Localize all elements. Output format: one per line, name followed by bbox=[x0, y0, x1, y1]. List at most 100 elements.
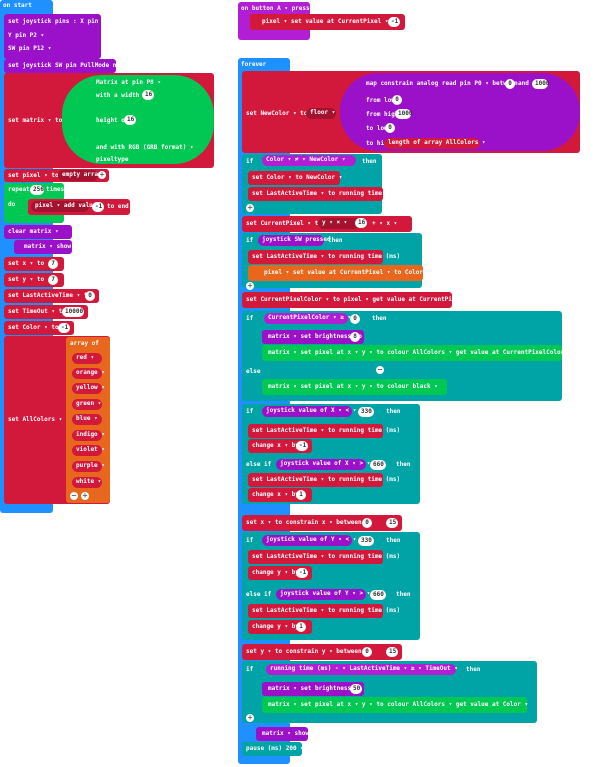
brightness-label-2: matrix ▾ set brightness to bbox=[268, 685, 362, 692]
clear-block[interactable] bbox=[4, 225, 72, 239]
cond-1[interactable]: Color ▾ ≠ ▾ NewColor ▾ bbox=[262, 155, 356, 166]
cpc-cond[interactable]: CurrentPixelColor ▾ ≥ ▾ bbox=[264, 313, 351, 324]
matrix-type-label: pixeltype bbox=[96, 156, 129, 163]
pixel-setval-color-block[interactable] bbox=[248, 265, 423, 281]
color-red[interactable]: red ▾ bbox=[72, 353, 102, 364]
else-label: else bbox=[246, 368, 261, 375]
color-white[interactable]: white ▾ bbox=[72, 477, 102, 488]
array-add-icon[interactable]: + bbox=[81, 491, 89, 500]
y-pos-input[interactable]: 1 bbox=[296, 622, 306, 632]
set-last-run-x1-label: set LastActiveTime ▾ to running time (ms… bbox=[252, 427, 401, 434]
if-label-3: if bbox=[246, 315, 254, 322]
cx-lo-input[interactable]: 0 bbox=[362, 518, 372, 528]
matrix-width-label: with a width of bbox=[96, 92, 151, 99]
color-green[interactable]: green ▾ bbox=[72, 399, 102, 410]
color-orange[interactable]: orange ▾ bbox=[72, 368, 105, 379]
timeout-cond[interactable]: running time (ms) - ▾ LastActiveTime ▾ ≥… bbox=[266, 664, 458, 675]
matrix-mode-label: and with RGB (GRB format) ▾ bbox=[96, 144, 194, 151]
set-last-run-x1[interactable] bbox=[248, 424, 383, 438]
last-input[interactable]: 0 bbox=[85, 291, 95, 301]
to-end-label: to end bbox=[107, 203, 129, 210]
map-low-input[interactable]: 0 bbox=[505, 79, 515, 89]
add-value-input[interactable]: -1 bbox=[92, 202, 104, 212]
timeout-input[interactable]: 10000 bbox=[62, 307, 84, 317]
pause-block[interactable] bbox=[242, 742, 302, 756]
brightness-input-2[interactable]: 50 bbox=[350, 684, 362, 694]
pullmode-block[interactable] bbox=[4, 59, 116, 73]
mult-input[interactable]: 16 bbox=[355, 218, 367, 228]
x-neg-input[interactable]: -1 bbox=[296, 441, 308, 451]
setpixel-color2-block[interactable] bbox=[262, 697, 527, 713]
set-y-label: set y ▾ to bbox=[8, 276, 45, 283]
x-low-input[interactable]: 330 bbox=[358, 407, 374, 417]
forever-show-block[interactable] bbox=[256, 727, 308, 741]
set-last-run-block-1[interactable] bbox=[248, 187, 383, 201]
brightness-input-1[interactable]: 8 bbox=[350, 332, 360, 342]
y-high-cond[interactable]: joystick value of Y ▾ > ▾ bbox=[276, 589, 370, 600]
color-violet[interactable]: violet ▾ bbox=[72, 445, 105, 456]
empty-array-block[interactable]: empty array bbox=[58, 170, 102, 181]
y-times-expr[interactable]: y ▾ × ▾ bbox=[318, 218, 360, 229]
from-low-input[interactable]: 0 bbox=[392, 95, 402, 105]
add-icon[interactable]: + bbox=[98, 170, 106, 179]
if-add-icon-2[interactable]: + bbox=[246, 281, 254, 290]
elseif-x-label: else if bbox=[246, 461, 272, 468]
y-input[interactable]: 7 bbox=[48, 275, 58, 285]
matrix-width-input[interactable]: 16 bbox=[142, 90, 154, 100]
x-pos-input[interactable]: 1 bbox=[296, 490, 306, 500]
then-label-3: then bbox=[372, 315, 387, 322]
else-remove-icon[interactable]: − bbox=[376, 365, 384, 374]
to-low-input[interactable]: 0 bbox=[385, 123, 395, 133]
x-high-input[interactable]: 660 bbox=[370, 460, 386, 470]
show-label: matrix ▾ show bbox=[24, 243, 71, 250]
setpixel-black-block[interactable] bbox=[262, 379, 447, 395]
color-input[interactable]: -1 bbox=[58, 323, 70, 333]
repeat-count-input[interactable]: 256 bbox=[30, 185, 44, 195]
if-x-block[interactable] bbox=[242, 404, 420, 504]
setpixel-color-block[interactable] bbox=[262, 345, 562, 361]
set-color-block[interactable] bbox=[4, 321, 74, 335]
joystick-pressed-cond[interactable]: joystick SW pressed bbox=[258, 235, 331, 246]
matrix-create-block[interactable] bbox=[62, 75, 214, 164]
map-high-input[interactable]: 1000 bbox=[532, 79, 549, 89]
x-input[interactable]: 7 bbox=[48, 259, 58, 269]
y-high-input[interactable]: 660 bbox=[370, 590, 386, 600]
floor-block[interactable]: floor ▾ bbox=[306, 108, 336, 119]
set-joystick-pins-block[interactable] bbox=[4, 14, 101, 59]
cy-lo-input[interactable]: 0 bbox=[362, 647, 372, 657]
set-last-run-y1-label: set LastActiveTime ▾ to running time (ms… bbox=[252, 553, 401, 560]
brightness-block-2[interactable] bbox=[262, 682, 364, 696]
cx-hi-input[interactable]: 15 bbox=[386, 518, 398, 528]
set-last-run-x2[interactable] bbox=[248, 473, 383, 487]
pixel-var[interactable]: pixel ▾ add value bbox=[31, 201, 96, 212]
brightness-block-1[interactable] bbox=[262, 330, 364, 344]
cpc-zero-input[interactable]: 0 bbox=[350, 314, 360, 324]
from-high-input[interactable]: 1000 bbox=[395, 109, 412, 119]
x-high-cond[interactable]: joystick value of X ▾ > ▾ bbox=[276, 459, 370, 470]
y-neg-input[interactable]: -1 bbox=[296, 568, 308, 578]
set-value-block[interactable] bbox=[250, 14, 405, 30]
matrix-height-input[interactable]: 16 bbox=[124, 115, 136, 125]
length-of-block[interactable]: length of array AllColors ▾ bbox=[384, 138, 486, 149]
array-remove-icon[interactable]: − bbox=[70, 491, 78, 500]
if-add-icon-1[interactable]: + bbox=[246, 203, 254, 212]
color-blue[interactable]: blue ▾ bbox=[72, 414, 102, 425]
set-last-run-y1[interactable] bbox=[248, 550, 383, 564]
color-purple[interactable]: purple ▾ bbox=[72, 461, 105, 472]
color-yellow[interactable]: yellow ▾ bbox=[72, 383, 105, 394]
set-current-color-block[interactable] bbox=[242, 292, 452, 308]
show-block[interactable] bbox=[14, 240, 72, 254]
color-indigo[interactable]: indigo ▾ bbox=[72, 430, 105, 441]
y-low-cond[interactable]: joystick value of Y ▾ < ▾ bbox=[262, 535, 356, 546]
set-value-input[interactable]: -1 bbox=[388, 17, 400, 27]
set-last-run-block-2[interactable] bbox=[248, 250, 383, 264]
set-last-label: set LastActiveTime ▾ to bbox=[8, 292, 92, 299]
set-last-block[interactable] bbox=[4, 289, 99, 303]
cy-hi-input[interactable]: 15 bbox=[386, 647, 398, 657]
set-color-new-block[interactable] bbox=[248, 171, 340, 185]
if-add-icon-timeout[interactable]: + bbox=[246, 713, 254, 722]
y-low-input[interactable]: 330 bbox=[358, 536, 374, 546]
set-last-run-y2[interactable] bbox=[248, 604, 383, 618]
map-label: map constrain analog read pin P0 ▾ betwe… bbox=[366, 80, 518, 87]
x-low-cond[interactable]: joystick value of X ▾ < ▾ bbox=[262, 406, 356, 417]
